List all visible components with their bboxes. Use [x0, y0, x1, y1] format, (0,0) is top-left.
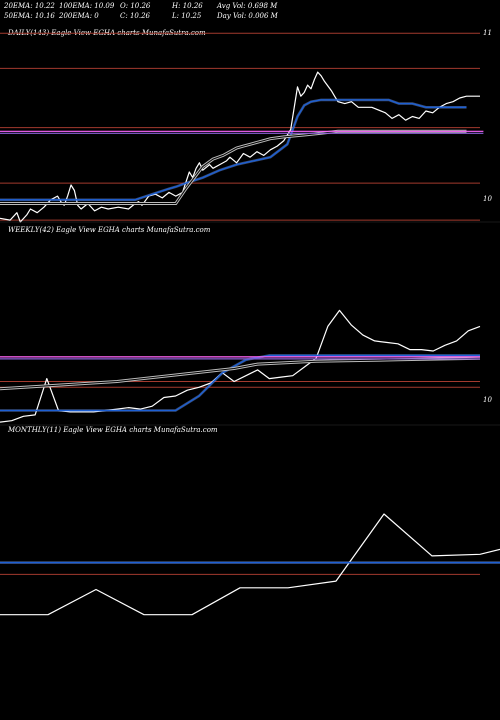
- daily-price-line: [0, 71, 480, 223]
- header-row2-col5: Day Vol: 0.006 M: [217, 12, 278, 20]
- header-row2-col1: 50EMA: 10.16: [4, 12, 55, 20]
- weekly-panel-label: WEEKLY(42) Eagle View EGHA charts Munafa…: [8, 226, 211, 234]
- header-row1-col4: H: 10.26: [172, 2, 203, 10]
- header-row2-col2: 200EMA: 0: [59, 12, 99, 20]
- daily-ema-line-1: [0, 99, 467, 201]
- header-row1-col2: 100EMA: 10.09: [59, 2, 115, 10]
- daily-axis-label-bottom: 10: [483, 195, 492, 203]
- weekly-axis-label: 10: [483, 396, 492, 404]
- daily-ema-line-2-inner: [0, 130, 467, 204]
- header-row1-col1: 20EMA: 10.22: [4, 2, 55, 10]
- header-row2-col4: L: 10.25: [172, 12, 202, 20]
- daily-axis-label-top: 11: [483, 29, 492, 37]
- header-row1-col5: Avg Vol: 0.698 M: [217, 2, 278, 10]
- header-row1-col3: O: 10.26: [120, 2, 151, 10]
- daily-ema-line-2-outer: [0, 129, 467, 205]
- header-row2-col3: C: 10.26: [120, 12, 150, 20]
- monthly-price-line: [0, 513, 500, 616]
- weekly-ema-line-2-inner: [0, 357, 481, 390]
- weekly-price-line: [0, 309, 481, 423]
- weekly-ema-line-1: [0, 354, 480, 412]
- monthly-panel-label: MONTHLY(11) Eagle View EGHA charts Munaf…: [8, 426, 218, 434]
